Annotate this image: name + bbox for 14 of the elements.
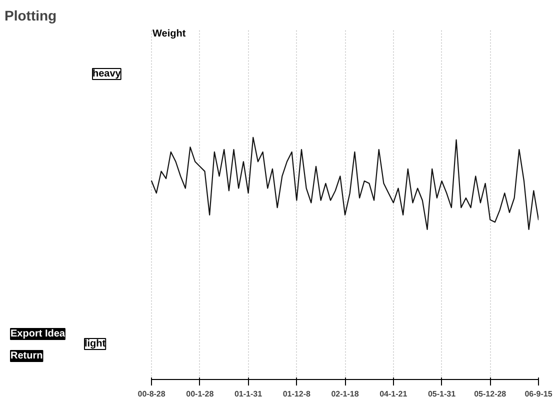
text: Plotting	[4, 8, 57, 24]
text: Weight	[152, 28, 186, 40]
x-tick-label: 01-12-8	[282, 390, 311, 398]
x-tick-label: 00-8-28	[138, 390, 166, 398]
x-tick-label: 05-1-31	[428, 390, 456, 398]
text: heavy	[92, 68, 122, 80]
x-tick-label: 04-1-21	[380, 390, 408, 398]
x-tick-label: 01-1-31	[234, 390, 263, 398]
x-tick-label: 00-1-28	[186, 390, 214, 398]
x-tick-label: 02-1-18	[331, 390, 360, 398]
x-tick-label: 06-9-15	[524, 390, 553, 398]
text: Return	[10, 350, 43, 362]
text: Export Idea	[10, 328, 66, 340]
x-tick-label: 05-12-28	[474, 390, 507, 398]
